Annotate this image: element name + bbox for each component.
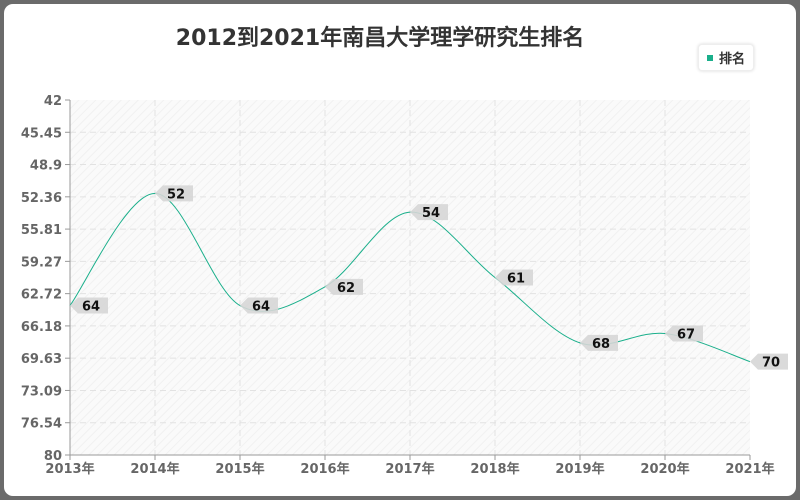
y-tick-label: 80: [44, 449, 62, 464]
y-tick-label: 62.72: [21, 288, 62, 303]
data-label-text: 67: [677, 328, 695, 343]
data-label: 64: [240, 297, 278, 315]
data-label-tag: [665, 325, 703, 342]
y-tick-label: 76.54: [21, 417, 62, 432]
data-label-tag: [580, 334, 618, 351]
data-label: 68: [580, 334, 618, 352]
chart-title: 2012到2021年南昌大学理学研究生排名: [175, 26, 585, 51]
data-label-tag: [325, 278, 363, 295]
x-tick-label: 2021年: [725, 461, 774, 477]
data-label: 61: [495, 269, 533, 287]
data-label: 62: [325, 278, 363, 296]
y-tick-label: 45.45: [21, 126, 62, 141]
data-label-tag: [155, 185, 193, 202]
y-tick-label: 42: [44, 94, 62, 109]
x-tick-label: 2020年: [640, 461, 689, 477]
data-label-text: 61: [507, 272, 525, 287]
data-label-tag: [495, 269, 533, 286]
data-label-text: 54: [422, 206, 440, 221]
y-tick-label: 73.09: [21, 384, 62, 399]
data-label-text: 64: [82, 300, 100, 315]
legend[interactable]: 排名: [697, 44, 754, 71]
y-tick-label: 48.9: [30, 159, 62, 174]
data-label-text: 64: [252, 300, 270, 315]
y-tick-label: 59.27: [21, 255, 62, 270]
data-label-tag: [70, 297, 108, 314]
x-tick-label: 2014年: [130, 461, 179, 477]
x-tick-label: 2019年: [555, 461, 604, 477]
x-tick-label: 2018年: [470, 461, 519, 477]
x-tick-label: 2013年: [45, 461, 94, 477]
data-label: 52: [155, 185, 193, 202]
data-label-tag: [240, 297, 278, 314]
data-label-text: 70: [762, 356, 780, 371]
y-tick-label: 55.81: [21, 223, 62, 238]
data-label-text: 52: [167, 187, 185, 202]
y-tick-label: 52.36: [21, 191, 62, 206]
data-label: 54: [410, 204, 448, 221]
data-label: 70: [750, 353, 788, 371]
x-tick-label: 2017年: [385, 461, 434, 477]
x-tick-label: 2016年: [300, 461, 349, 477]
y-tick-label: 66.18: [21, 320, 62, 335]
data-label-text: 68: [592, 337, 610, 352]
data-label-tag: [410, 204, 448, 221]
data-label-tag: [750, 353, 788, 370]
legend-label: 排名: [718, 52, 745, 67]
data-label: 64: [70, 297, 108, 315]
data-label: 67: [665, 325, 703, 343]
data-label-text: 62: [337, 281, 355, 296]
y-tick-label: 69.63: [21, 352, 62, 367]
legend-swatch-icon: [706, 54, 713, 61]
x-tick-label: 2015年: [215, 461, 264, 477]
